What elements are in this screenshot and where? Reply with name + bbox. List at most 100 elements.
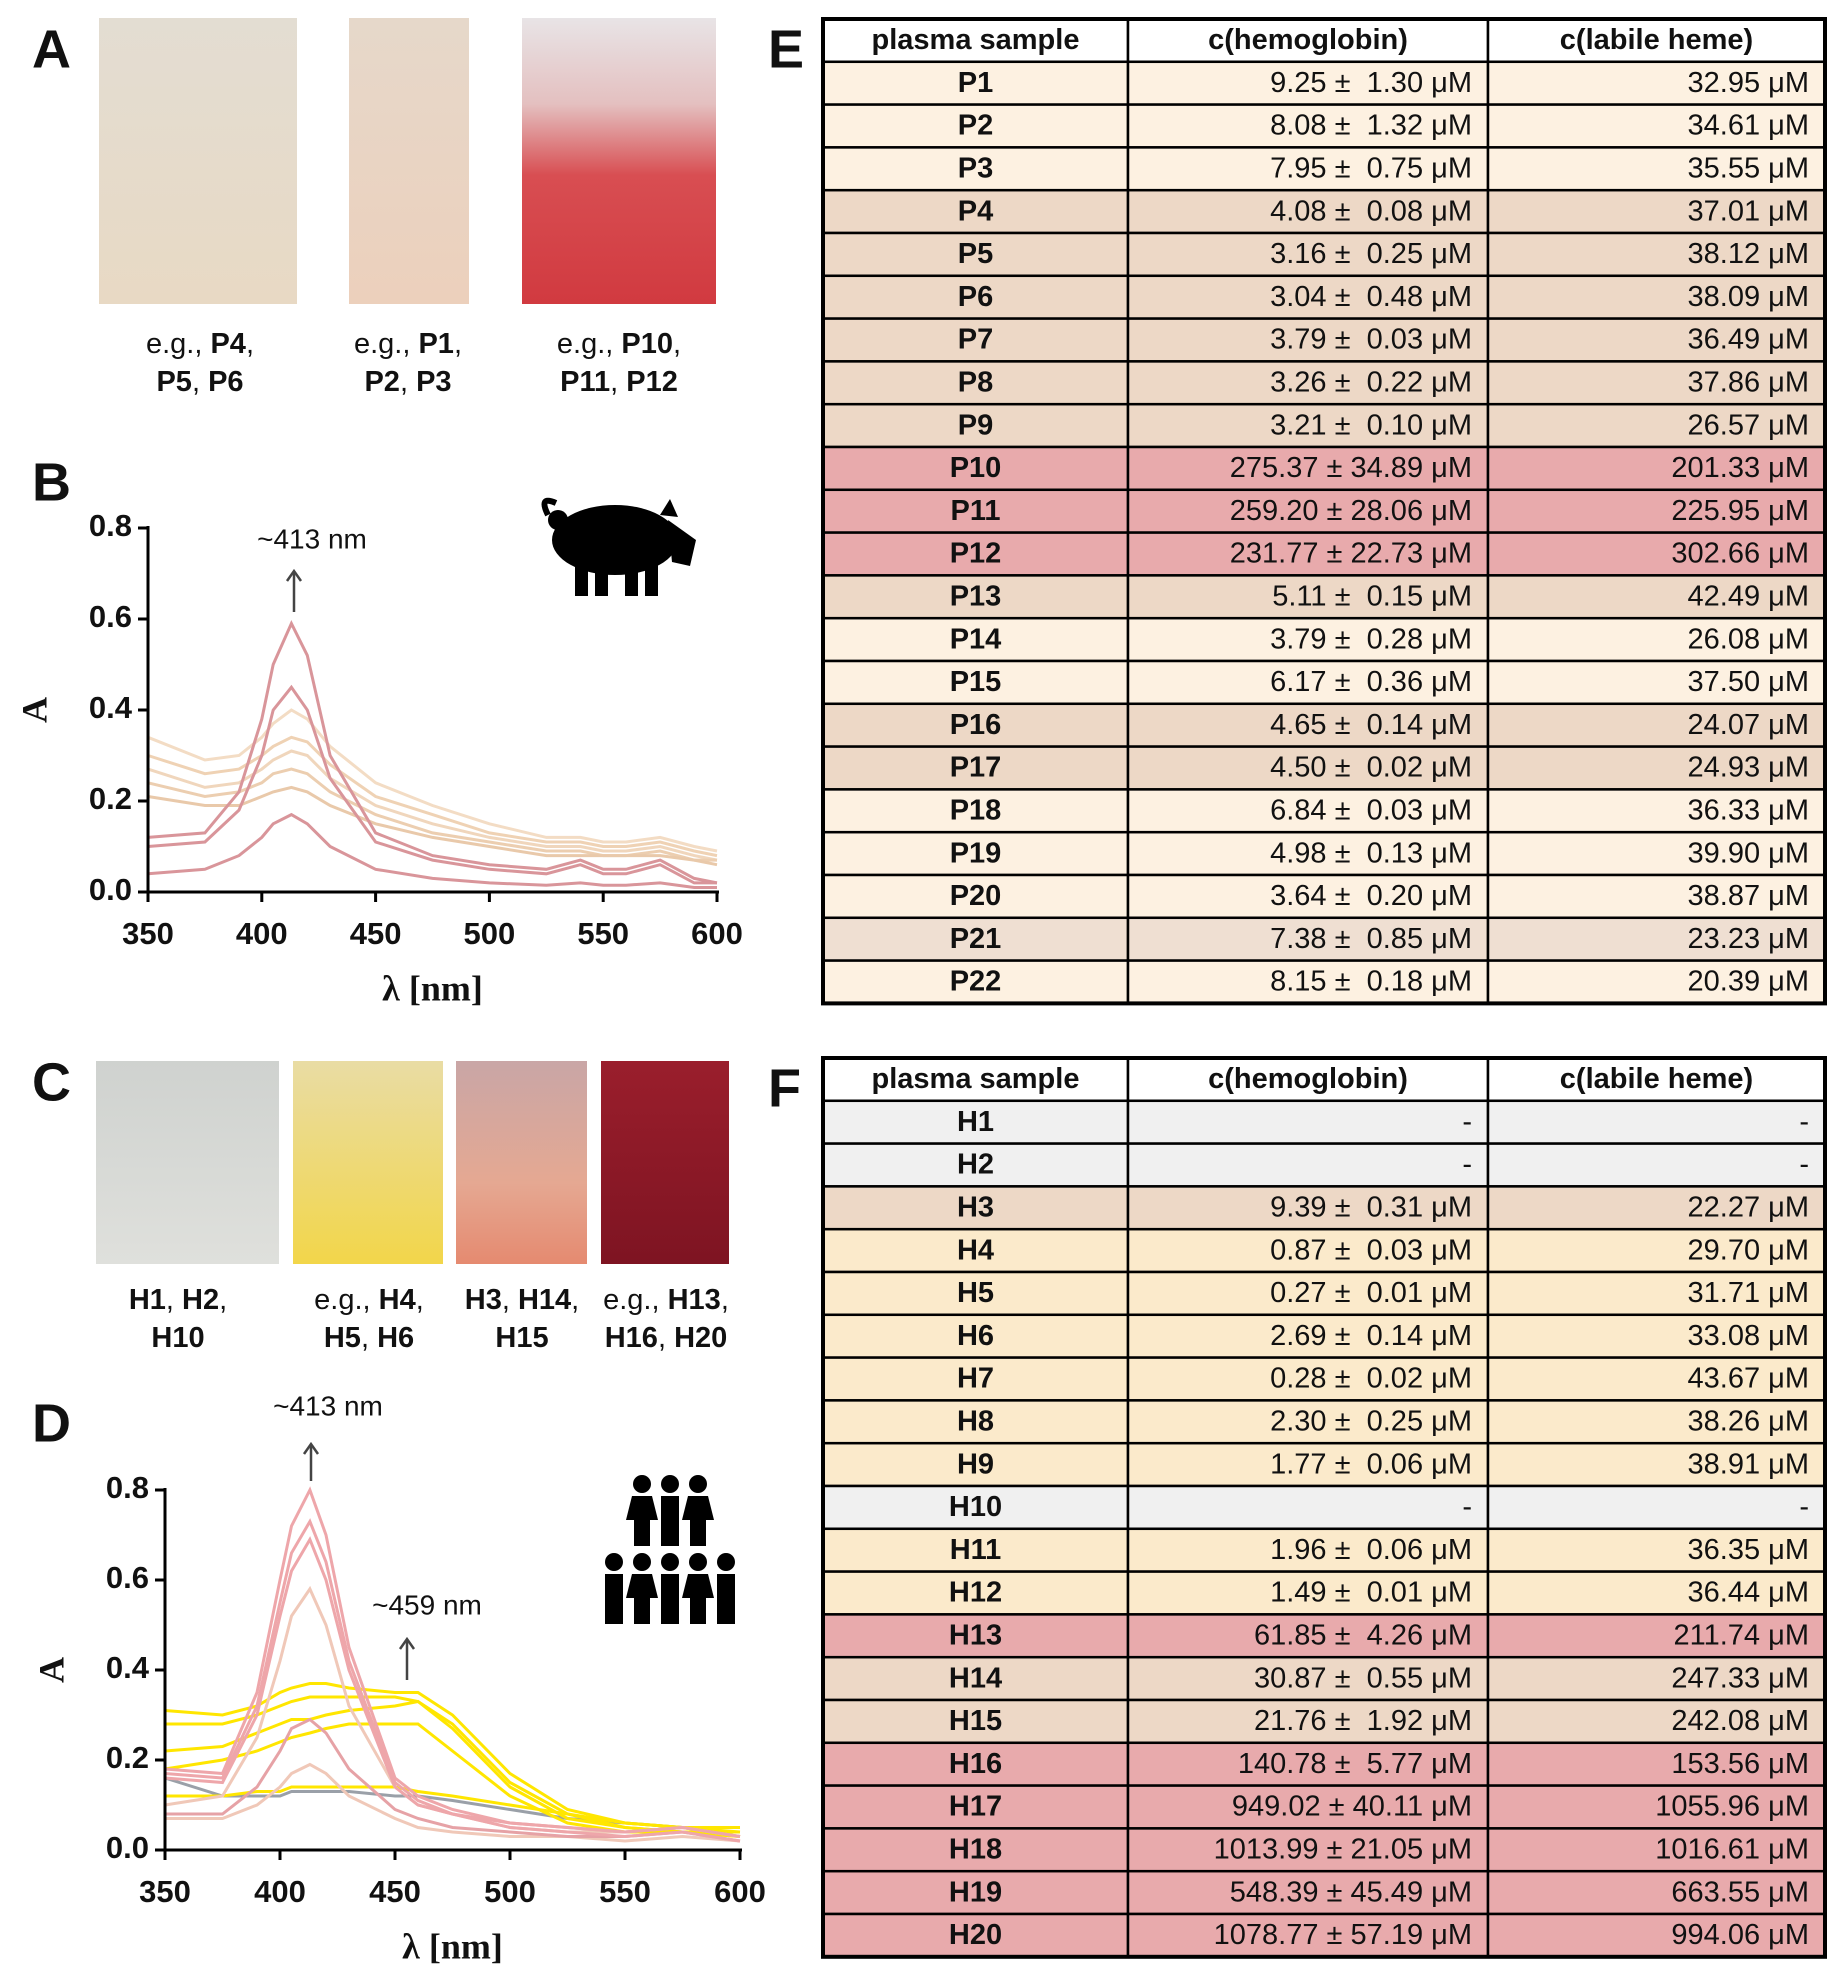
table-cell (1486, 873, 1827, 920)
caption-part: e.g., (354, 328, 419, 360)
caption-part: P11 (560, 366, 610, 398)
cell-text: 259.20 ± 28.06 μM (1230, 495, 1472, 527)
caption-part: , (416, 1284, 424, 1316)
cell-text: H11 (950, 1534, 1002, 1566)
cell-text: 548.39 ± 45.49 μM (1230, 1876, 1472, 1908)
photo-caption: P11, P12 (560, 366, 678, 398)
cell-text: 38.12 μM (1688, 238, 1810, 270)
panel-letter: A (32, 19, 71, 79)
cell-text: 4.98 ± 0.13 μM (1270, 837, 1472, 869)
cell-text: P17 (950, 752, 1002, 784)
cell-text: 7.95 ± 0.75 μM (1270, 152, 1472, 184)
table-cell (1126, 1185, 1490, 1231)
photo (96, 1061, 279, 1264)
cell-text: 20.39 μM (1688, 966, 1810, 998)
cell-text: H7 (957, 1363, 994, 1395)
table-cell (1126, 873, 1490, 920)
cell-text: 36.44 μM (1688, 1577, 1810, 1609)
cell-text: P15 (950, 666, 1002, 698)
caption-part: P2 (364, 366, 399, 398)
annotation: ~459 nm (372, 1589, 482, 1620)
cell-text: 231.77 ± 22.73 μM (1230, 538, 1472, 570)
caption-part: H20 (674, 1322, 727, 1354)
photo-caption: e.g., P4, (146, 328, 254, 360)
cell-text: 1055.96 μM (1655, 1791, 1809, 1823)
cell-text: - (1462, 1491, 1472, 1523)
table-cell (1126, 1099, 1490, 1145)
cell-text: P8 (958, 366, 993, 398)
spectrum-line (164, 1518, 741, 1838)
cell-text: P7 (958, 324, 993, 356)
cell-text: 1016.61 μM (1655, 1833, 1809, 1865)
cell-text: H8 (957, 1405, 994, 1437)
cell-text: H9 (957, 1448, 994, 1480)
cell-text: P5 (958, 238, 993, 270)
cell-text: 22.27 μM (1688, 1191, 1810, 1223)
cell-text: 37.50 μM (1688, 666, 1810, 698)
spectrum-line (147, 812, 717, 889)
x-tick-label: 450 (350, 916, 402, 951)
cell-text: 949.02 ± 40.11 μM (1232, 1791, 1472, 1823)
caption-part: P3 (416, 366, 451, 398)
photo-caption: e.g., H13, (603, 1284, 729, 1316)
table-cell (821, 360, 1130, 406)
x-tick-label: 600 (691, 916, 743, 951)
cell-text: 9.39 ± 0.31 μM (1270, 1191, 1472, 1223)
cell-text: 242.08 μM (1671, 1705, 1809, 1737)
table-cell (1486, 146, 1827, 192)
caption-part: , (658, 1322, 674, 1354)
table-cell (821, 1356, 1130, 1402)
cell-text: 247.33 μM (1671, 1662, 1809, 1694)
cell-text: - (1462, 1106, 1472, 1138)
cell-text: H17 (949, 1791, 1002, 1823)
cell-text: 4.65 ± 0.14 μM (1270, 709, 1472, 741)
y-tick-label: 0.4 (89, 690, 133, 725)
cell-text: 4.08 ± 0.08 μM (1270, 195, 1472, 227)
cell-text: 302.66 μM (1671, 538, 1809, 570)
cell-text: 36.33 μM (1688, 794, 1810, 826)
annotation: ~413 nm (257, 523, 367, 554)
table-cell (1486, 1142, 1827, 1188)
caption-part: , (246, 328, 254, 360)
table-cell (821, 274, 1130, 320)
table-cell (1126, 1313, 1490, 1359)
caption-part: P5 (156, 366, 191, 398)
header-cell-text: c(hemoglobin) (1208, 1063, 1408, 1095)
table-cell (821, 1056, 1130, 1103)
cell-text: P12 (950, 538, 1002, 570)
table-cell (1486, 488, 1827, 534)
caption-part: H4 (379, 1284, 416, 1316)
caption-part: , (571, 1284, 579, 1316)
x-tick-label: 500 (464, 916, 516, 951)
table-cell (821, 616, 1130, 663)
cell-text: 153.56 μM (1671, 1748, 1809, 1780)
header-cell-text: c(labile heme) (1560, 1063, 1753, 1095)
table-cell (1126, 616, 1490, 663)
cell-text: P22 (950, 966, 1002, 998)
spectrum-line (147, 619, 718, 885)
cell-text: H13 (949, 1619, 1002, 1651)
table-cell (1486, 1185, 1827, 1231)
table-cell (821, 916, 1130, 962)
table-cell (821, 1613, 1130, 1659)
photo (349, 18, 469, 304)
table-cell (821, 1527, 1130, 1573)
y-tick-label: 0.6 (89, 599, 132, 634)
cell-text: 30.87 ± 0.55 μM (1254, 1662, 1472, 1694)
cell-text: P3 (958, 152, 993, 184)
cell-text: 1.96 ± 0.06 μM (1270, 1534, 1472, 1566)
table-cell (821, 1912, 1130, 1959)
table-cell (1126, 146, 1490, 192)
table-cell (821, 959, 1130, 1005)
y-tick-label: 0.8 (106, 1470, 149, 1505)
cell-text: 43.67 μM (1688, 1363, 1810, 1395)
caption-part: H10 (151, 1322, 204, 1354)
photo-caption: H1, H2, (129, 1284, 227, 1316)
table-cell (1486, 916, 1827, 962)
cell-text: 24.07 μM (1688, 709, 1810, 741)
table-cell (1126, 402, 1490, 449)
table-cell (1486, 788, 1827, 834)
photo-caption: H15 (495, 1322, 548, 1354)
table-cell (1486, 60, 1827, 106)
